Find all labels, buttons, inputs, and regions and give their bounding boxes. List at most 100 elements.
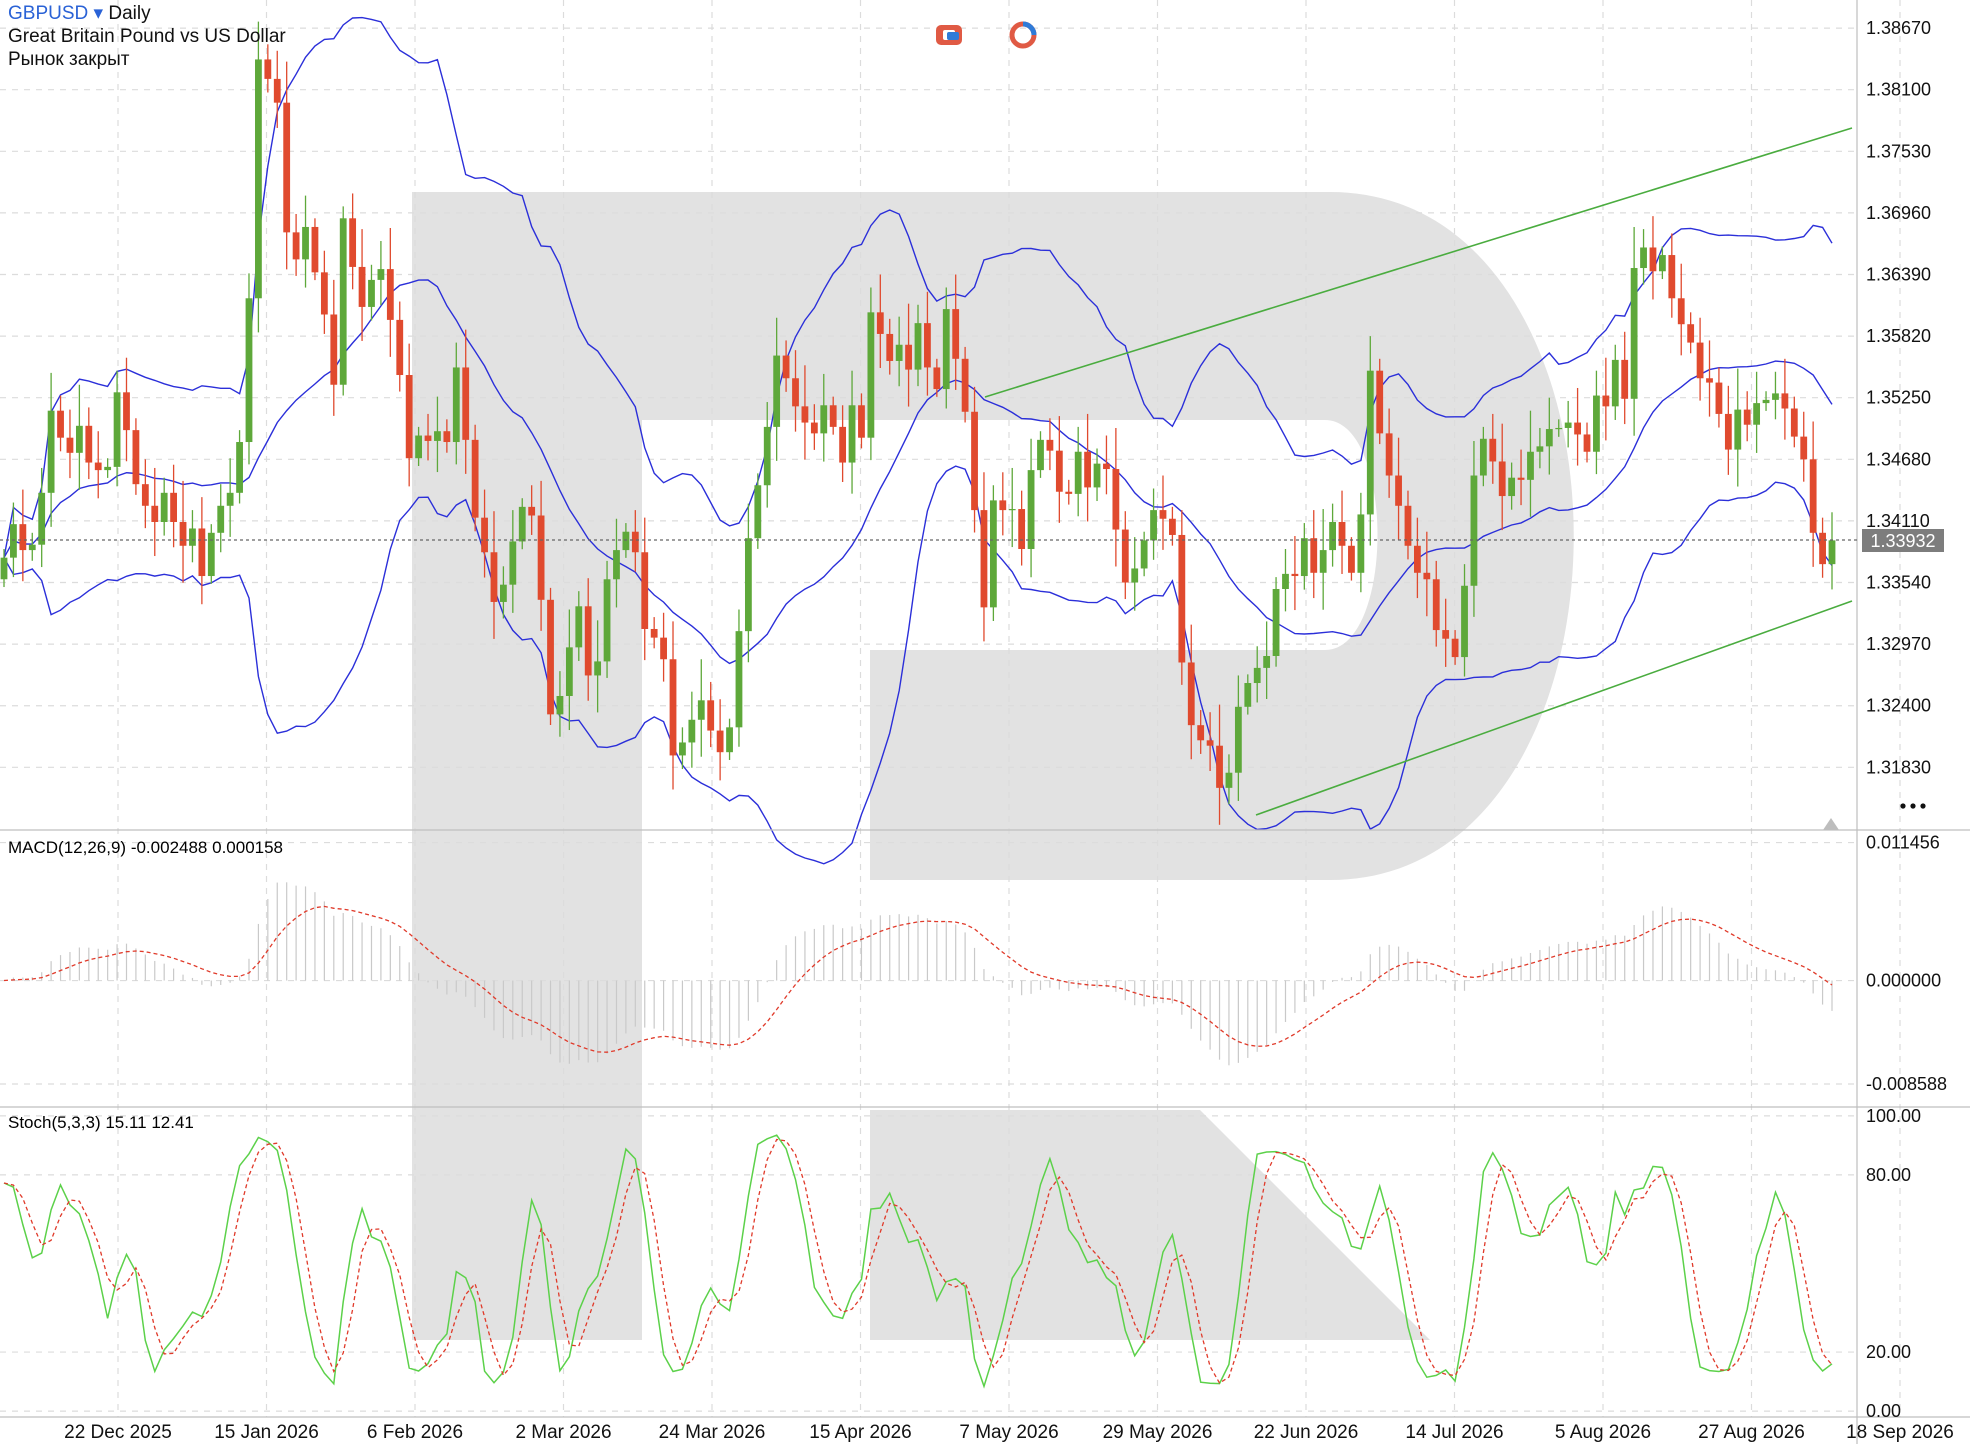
candle-body	[1140, 540, 1148, 569]
candle-body	[1706, 378, 1713, 383]
candle-body	[1696, 342, 1704, 379]
candle-body	[1244, 683, 1252, 707]
price-tick-label: 1.35820	[1866, 326, 1931, 346]
candle-body	[1319, 550, 1327, 573]
candle-body	[1527, 451, 1534, 480]
candle-body	[1658, 255, 1666, 272]
candles	[0, 21, 1836, 825]
x-axis-label: 18 Sep 2026	[1846, 1422, 1954, 1443]
scroll-end-triangle-icon[interactable]	[1823, 818, 1839, 830]
candle-body	[1395, 475, 1402, 506]
candle-body	[528, 506, 536, 516]
candle-body	[1291, 573, 1299, 577]
candle-body	[801, 406, 809, 423]
candle-body	[1272, 588, 1280, 657]
candle-body	[518, 506, 526, 542]
candle-body	[848, 405, 856, 463]
price-tick-label: 1.35250	[1866, 388, 1931, 408]
macd-tick-label: 0.000000	[1866, 971, 1941, 991]
candle-body	[980, 510, 988, 608]
candle-body	[1677, 298, 1685, 325]
candle-body	[1037, 439, 1044, 471]
candle-body	[1131, 568, 1139, 583]
candle-body	[320, 272, 328, 315]
candle-body	[858, 405, 865, 438]
candle-body	[104, 466, 112, 471]
candle-body	[245, 298, 253, 443]
candle-body	[1715, 382, 1723, 414]
x-axis-label: 2 Mar 2026	[515, 1422, 611, 1443]
candle-body	[10, 524, 17, 558]
candle-body	[773, 355, 781, 427]
timeframe-label: Daily	[108, 3, 151, 24]
stoch-tick-label: 80.00	[1866, 1165, 1911, 1185]
candle-body	[1310, 538, 1318, 573]
candle-body	[905, 344, 912, 370]
candle-body	[594, 661, 602, 676]
candle-body	[933, 367, 941, 390]
x-axis-label: 29 May 2026	[1103, 1422, 1213, 1443]
candle-body	[1762, 399, 1770, 404]
x-axis-label: 5 Aug 2026	[1555, 1422, 1651, 1443]
chart-type-icon[interactable]	[934, 20, 964, 50]
bollinger-middle-line	[3, 279, 1833, 665]
candle-body	[1046, 439, 1054, 451]
stoch-d-line	[3, 1138, 1833, 1384]
price-tick-label: 1.34680	[1866, 449, 1931, 469]
more-dots-icon[interactable]	[1900, 803, 1926, 809]
candle-body	[1517, 477, 1525, 480]
candle-body	[85, 425, 93, 463]
candle-body	[471, 439, 479, 518]
macd-histogram	[12, 882, 1833, 1066]
stoch-label: Stoch(5,3,3) 15.11 12.41	[8, 1113, 194, 1132]
candle-body	[490, 552, 498, 602]
candle-body	[1121, 529, 1129, 583]
candle-body	[339, 218, 347, 385]
candle-body	[537, 515, 545, 600]
x-axis-label: 22 Jun 2026	[1254, 1422, 1359, 1443]
candle-body	[575, 606, 583, 648]
candle-body	[1055, 450, 1063, 492]
candle-body	[236, 442, 243, 493]
candle-body	[1404, 505, 1412, 546]
x-axis-label: 14 Jul 2026	[1405, 1422, 1503, 1443]
candle-body	[160, 492, 168, 522]
candle-body	[1178, 534, 1186, 663]
candle-body	[1461, 585, 1468, 658]
candle-body	[1376, 370, 1384, 434]
candle-body	[1668, 255, 1676, 299]
stoch-tick-label: 100.00	[1866, 1106, 1921, 1126]
candle-body	[28, 544, 36, 551]
candle-body	[1687, 324, 1695, 343]
candle-body	[1564, 422, 1572, 428]
candle-body	[669, 659, 677, 756]
candle-body	[1225, 772, 1233, 788]
candle-body	[330, 314, 338, 385]
candle-body	[1112, 469, 1120, 530]
trend-channel	[984, 127, 1853, 816]
candle-body	[1385, 433, 1393, 476]
chart-header: GBPUSD ▾ Daily Great Britain Pound vs US…	[8, 2, 286, 71]
candle-body	[1593, 395, 1600, 452]
candle-body	[1329, 521, 1336, 551]
candle-body	[377, 269, 385, 280]
candle-body	[688, 719, 696, 743]
candle-body	[895, 344, 903, 361]
candle-body	[1366, 370, 1374, 515]
indicators-icon[interactable]	[1008, 20, 1038, 50]
candle-body	[1414, 545, 1421, 573]
candle-body	[1084, 451, 1092, 488]
symbol-selector[interactable]: GBPUSD ▾	[8, 3, 103, 24]
x-axis-label: 27 Aug 2026	[1698, 1422, 1805, 1443]
x-axis-label: 22 Dec 2025	[64, 1422, 172, 1443]
candle-body	[707, 700, 715, 731]
candle-body	[1423, 572, 1431, 580]
candle-body	[697, 700, 705, 720]
candle-body	[1216, 745, 1223, 788]
candle-body	[0, 557, 8, 580]
candle-body	[198, 528, 206, 577]
candle-body	[679, 742, 686, 756]
candle-body	[924, 323, 931, 368]
